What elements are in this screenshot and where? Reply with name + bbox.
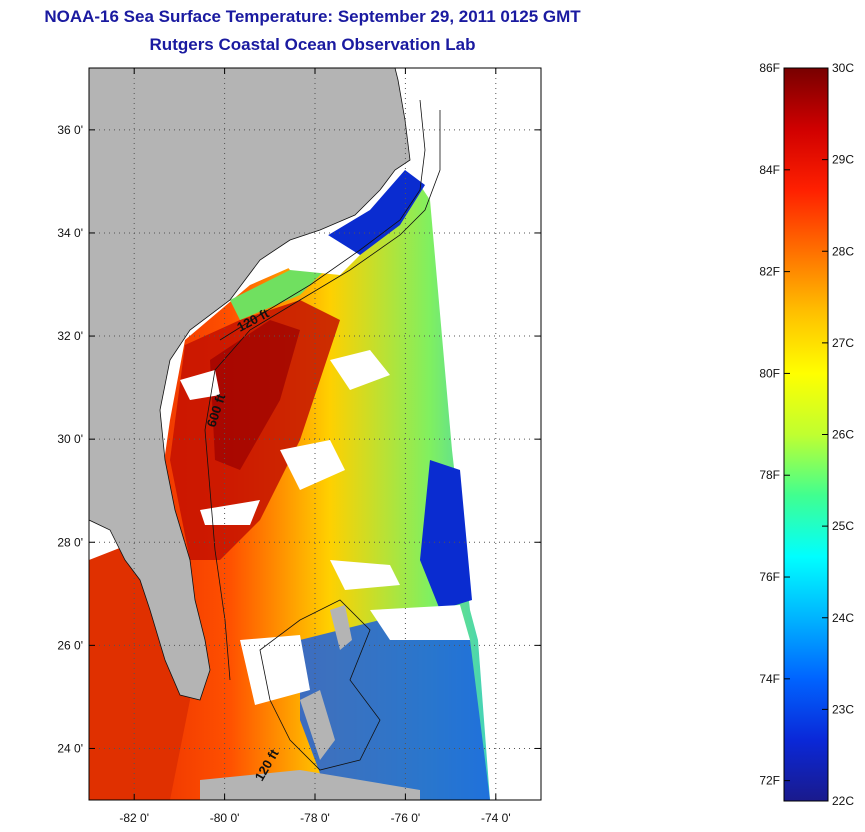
colorbar-label-f: 74F: [759, 672, 780, 686]
colorbar-label-c: 22C: [832, 794, 854, 808]
colorbar: [783, 67, 829, 802]
colorbar-label-c: 28C: [832, 244, 854, 258]
colorbar-label-f: 76F: [759, 570, 780, 584]
colorbar-label-f: 80F: [759, 366, 780, 380]
longitude-label: -82 0': [119, 811, 149, 825]
axis-ticks: [89, 68, 541, 800]
sst-cool-shelf-north: [320, 170, 425, 265]
contour-600ft: [204, 110, 441, 681]
map-subtitle: Rutgers Coastal Ocean Observation Lab: [149, 35, 476, 54]
longitude-label: -76 0': [391, 811, 421, 825]
latitude-label: 36 0': [57, 123, 83, 137]
colorbar-label-f: 84F: [759, 163, 780, 177]
colorbar-label-f: 82F: [759, 265, 780, 279]
cloud-patch-6: [330, 560, 400, 590]
colorbar-label-c: 27C: [832, 336, 854, 350]
colorbar-label-c: 24C: [832, 611, 854, 625]
latitude-label: 32 0': [57, 329, 83, 343]
grid-lines: [89, 68, 541, 800]
colorbar-fahrenheit-labels: 86F 84F 82F 80F 78F 76F 74F 72F: [759, 61, 790, 788]
coastline: [89, 68, 411, 701]
land-andros: [300, 690, 335, 760]
cloud-patch-4: [200, 500, 260, 525]
colorbar-label-c: 26C: [832, 428, 854, 442]
longitude-label: -78 0': [300, 811, 330, 825]
colorbar-label-c: 30C: [832, 61, 854, 75]
contour-120ft: [219, 99, 426, 341]
longitude-label: -80 0': [210, 811, 240, 825]
longitude-label: -74 0': [481, 811, 511, 825]
latitude-labels: 36 0' 34 0' 32 0' 30 0' 28 0' 26 0' 24 0': [57, 123, 83, 756]
longitude-labels: -82 0' -80 0' -78 0' -76 0' -74 0': [119, 811, 510, 825]
land-cuba: [200, 770, 420, 800]
latitude-label: 26 0': [57, 638, 83, 652]
colorbar-label-c: 29C: [832, 153, 854, 167]
sst-cool-south: [300, 620, 490, 800]
colorbar-label-f: 78F: [759, 468, 780, 482]
sst-green-band: [230, 265, 330, 320]
contour-bahamas: [259, 599, 381, 771]
latitude-label: 30 0': [57, 432, 83, 446]
colorbar-label-f: 86F: [759, 61, 780, 75]
colorbar-label-c: 25C: [832, 519, 854, 533]
cloud-patch-5: [370, 605, 470, 640]
colorbar-celsius-labels: 30C 29C 28C 27C 26C 25C 24C 23C 22C: [822, 61, 854, 808]
cloud-patch-2: [330, 350, 390, 390]
latitude-label: 24 0': [57, 741, 83, 755]
cloud-patch-8: [180, 370, 220, 400]
sst-cool-east: [420, 460, 472, 610]
colorbar-label-c: 23C: [832, 702, 854, 716]
cloud-patch-7: [240, 635, 310, 705]
latitude-label: 34 0': [57, 226, 83, 240]
cloud-patch-3: [280, 440, 345, 490]
colorbar-label-f: 72F: [759, 774, 780, 788]
land-bahamas: [330, 605, 352, 650]
sst-gulf-stream: [210, 320, 300, 470]
latitude-label: 28 0': [57, 535, 83, 549]
map-title: NOAA-16 Sea Surface Temperature: Septemb…: [44, 7, 581, 26]
